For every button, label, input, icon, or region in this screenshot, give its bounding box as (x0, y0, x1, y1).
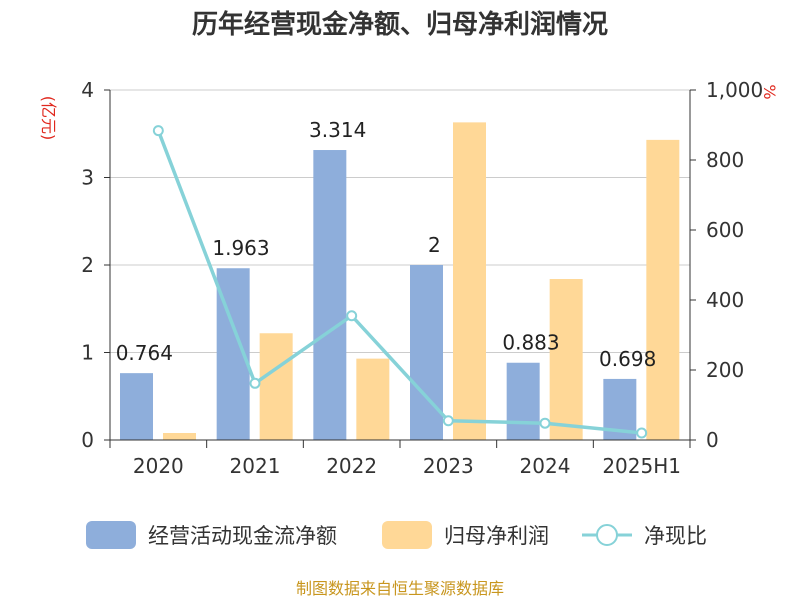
cashflow-data-label: 3.314 (309, 118, 366, 142)
x-tick-label: 2021 (230, 454, 281, 478)
legend-item[interactable]: 归母净利润 (382, 521, 549, 549)
right-axis-unit: % (760, 84, 779, 99)
right-tick-label: 1,000 (706, 78, 763, 102)
cashflow-data-label: 2 (428, 233, 441, 257)
cashflow-bar (506, 362, 540, 440)
ratio-point (249, 377, 261, 389)
source-note: 制图数据来自恒生聚源数据库 (296, 579, 504, 598)
right-tick-label: 200 (706, 358, 744, 382)
legend-marker (596, 524, 618, 546)
cashflow-bar (313, 150, 347, 440)
cashflow-data-label: 0.883 (502, 331, 559, 355)
bars (120, 122, 680, 440)
ratio-point (539, 417, 551, 429)
cashflow-bar (410, 265, 443, 440)
x-tick-label: 2022 (326, 454, 377, 478)
gridlines (110, 89, 690, 353)
cashflow-bar (120, 373, 153, 440)
profit-bar (453, 122, 486, 440)
profit-bar (646, 139, 680, 440)
left-tick-label: 0 (81, 428, 94, 452)
right-tick-label: 600 (706, 218, 744, 242)
ratio-point (636, 427, 648, 439)
right-tick-label: 0 (706, 428, 719, 452)
ratio-point (152, 125, 164, 137)
x-tick-label: 2024 (520, 454, 571, 478)
ratio-point (442, 415, 454, 427)
ratio-point (346, 310, 358, 322)
cashflow-data-label: 1.963 (212, 236, 269, 260)
profit-bar (163, 433, 196, 440)
cashflow-data-label: 0.698 (599, 347, 656, 371)
ratio-line-path (156, 129, 642, 435)
legend-label: 归母净利润 (444, 524, 549, 548)
legend-label: 净现比 (644, 524, 707, 548)
ratio-line (152, 125, 648, 439)
x-tick-label: 2020 (133, 454, 184, 478)
legend-swatch (382, 521, 432, 549)
profit-bar (356, 358, 390, 440)
legend-item[interactable]: 净现比 (582, 524, 707, 548)
profit-bar (549, 279, 583, 440)
left-tick-label: 1 (81, 341, 94, 365)
chart-title: 历年经营现金净额、归母净利润情况 (192, 9, 608, 40)
left-tick-label: 4 (81, 78, 94, 102)
axes: 0 1 2 3 4 0 200 400 600 800 1,000 2020 2021 2022 2023 2… (81, 78, 763, 478)
x-tick-label: 2025H1 (602, 454, 681, 478)
profit-bar (259, 333, 293, 440)
x-tick-label: 2023 (423, 454, 474, 478)
right-tick-label: 400 (706, 288, 744, 312)
left-tick-label: 2 (81, 253, 94, 277)
legend-swatch (86, 521, 136, 549)
cashflow-data-label: 0.764 (116, 341, 173, 365)
legend-item[interactable]: 经营活动现金流净额 (86, 521, 337, 549)
left-tick-label: 3 (81, 166, 94, 190)
left-axis-unit: (亿元) (39, 96, 58, 141)
legend-label: 经营活动现金流净额 (148, 524, 337, 548)
data-labels: 0.764 1.963 3.314 2 0.883 0.698 (116, 118, 657, 371)
right-tick-label: 800 (706, 148, 744, 172)
legend[interactable]: 经营活动现金流净额 归母净利润 净现比 (86, 521, 707, 549)
